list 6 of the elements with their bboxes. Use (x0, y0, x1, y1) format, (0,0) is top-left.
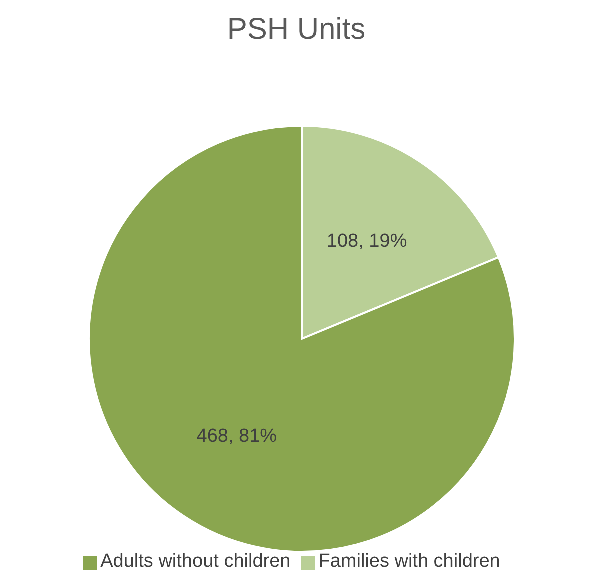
pie-slice (88, 125, 516, 553)
data-label: 468, 81% (196, 426, 278, 447)
legend-label: Adults without children (100, 551, 291, 572)
legend-label: Families with children (318, 551, 500, 572)
data-label: 108, 19% (326, 231, 408, 252)
chart-title: PSH Units (226, 12, 367, 48)
